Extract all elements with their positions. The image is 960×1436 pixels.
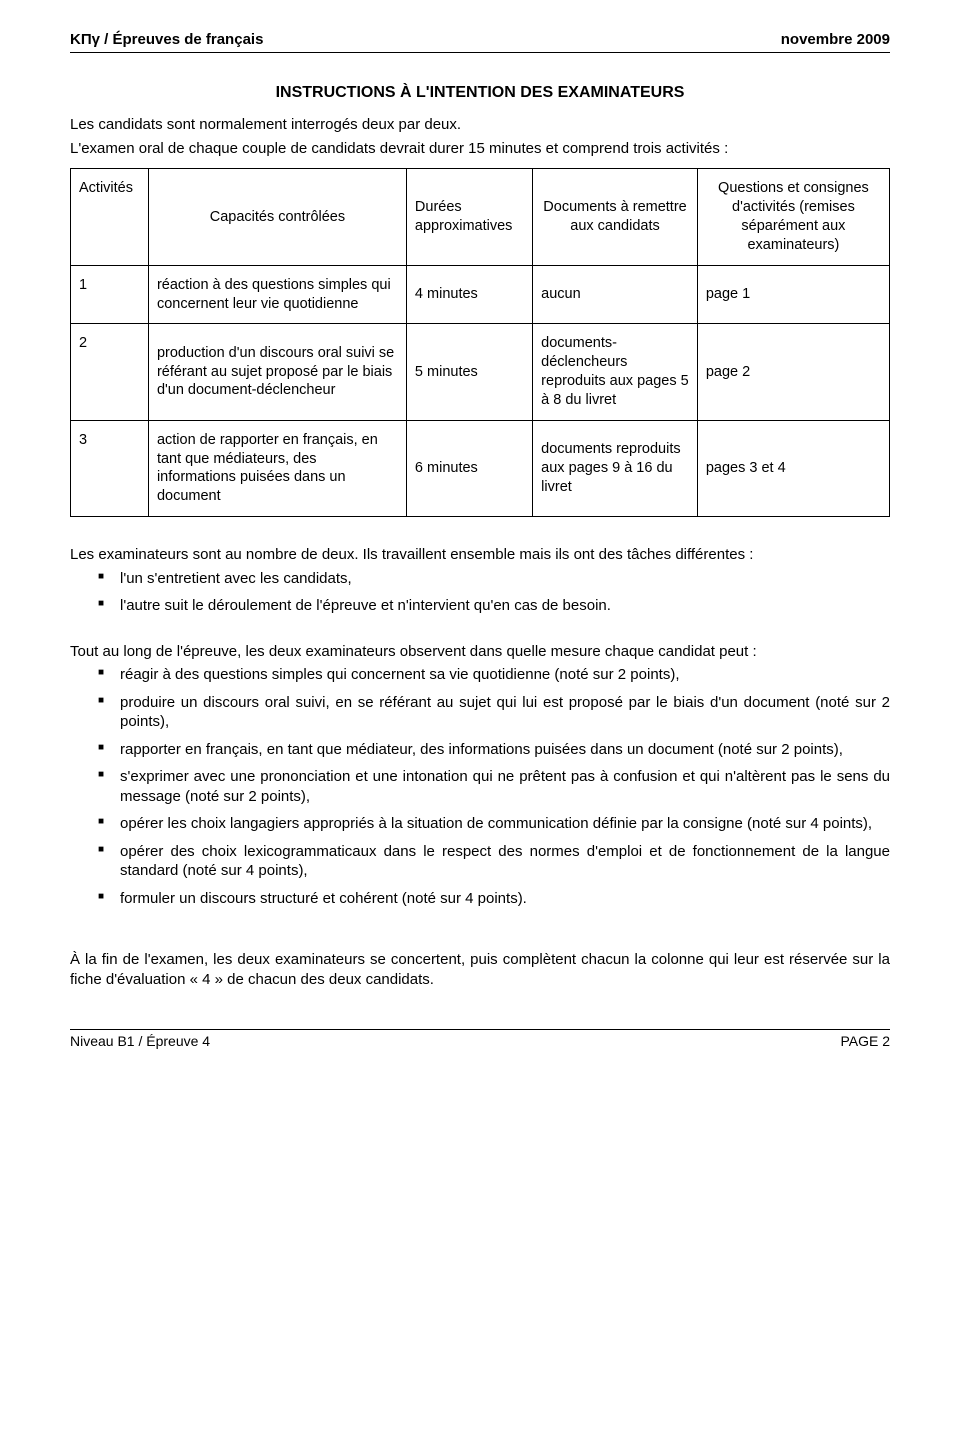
header-right: novembre 2009 xyxy=(781,30,890,50)
list-item: produire un discours oral suivi, en se r… xyxy=(98,693,890,732)
cell-q: page 1 xyxy=(697,265,889,324)
closing-paragraph: À la fin de l'examen, les deux examinate… xyxy=(70,950,890,989)
cell-cap: production d'un discours oral suivi se r… xyxy=(148,324,406,420)
cell-dur: 6 minutes xyxy=(406,420,532,516)
list-item: l'un s'entretient avec les candidats, xyxy=(98,569,890,589)
observe-intro: Tout au long de l'épreuve, les deux exam… xyxy=(70,642,890,662)
list-item: rapporter en français, en tant que média… xyxy=(98,740,890,760)
cell-doc: documents reproduits aux pages 9 à 16 du… xyxy=(533,420,698,516)
th-questions: Questions et consignes d'activités (remi… xyxy=(697,169,889,265)
list-item: opérer les choix langagiers appropriés à… xyxy=(98,814,890,834)
list-item: l'autre suit le déroulement de l'épreuve… xyxy=(98,596,890,616)
activities-table: Activités Capacités contrôlées Durées ap… xyxy=(70,168,890,517)
footer-left: Niveau B1 / Épreuve 4 xyxy=(70,1032,210,1050)
cell-num: 3 xyxy=(71,420,149,516)
th-capacites: Capacités contrôlées xyxy=(148,169,406,265)
cell-num: 2 xyxy=(71,324,149,420)
cell-dur: 4 minutes xyxy=(406,265,532,324)
list-item: réagir à des questions simples qui conce… xyxy=(98,665,890,685)
page-title: INSTRUCTIONS À L'INTENTION DES EXAMINATE… xyxy=(70,83,890,104)
page-footer: Niveau B1 / Épreuve 4 PAGE 2 xyxy=(70,1029,890,1050)
list-item: s'exprimer avec une prononciation et une… xyxy=(98,767,890,806)
table-row: 2 production d'un discours oral suivi se… xyxy=(71,324,890,420)
cell-dur: 5 minutes xyxy=(406,324,532,420)
cell-q: pages 3 et 4 xyxy=(697,420,889,516)
list-item: opérer des choix lexicogrammaticaux dans… xyxy=(98,842,890,881)
table-row: 1 réaction à des questions simples qui c… xyxy=(71,265,890,324)
footer-right: PAGE 2 xyxy=(840,1032,890,1050)
cell-num: 1 xyxy=(71,265,149,324)
cell-q: page 2 xyxy=(697,324,889,420)
th-activites: Activités xyxy=(71,169,149,265)
table-header-row: Activités Capacités contrôlées Durées ap… xyxy=(71,169,890,265)
observe-bullet-list: réagir à des questions simples qui conce… xyxy=(70,665,890,908)
table-row: 3 action de rapporter en français, en ta… xyxy=(71,420,890,516)
examiners-intro: Les examinateurs sont au nombre de deux.… xyxy=(70,545,890,565)
intro-line-2: L'examen oral de chaque couple de candid… xyxy=(70,139,890,159)
cell-cap: réaction à des questions simples qui con… xyxy=(148,265,406,324)
cell-doc: documents-déclencheurs reproduits aux pa… xyxy=(533,324,698,420)
page-header: ΚΠγ / Épreuves de français novembre 2009 xyxy=(70,30,890,53)
header-left: ΚΠγ / Épreuves de français xyxy=(70,30,263,50)
examiners-bullet-list: l'un s'entretient avec les candidats, l'… xyxy=(70,569,890,616)
list-item: formuler un discours structuré et cohére… xyxy=(98,889,890,909)
th-durees: Durées approximatives xyxy=(406,169,532,265)
intro-line-1: Les candidats sont normalement interrogé… xyxy=(70,115,890,135)
cell-doc: aucun xyxy=(533,265,698,324)
cell-cap: action de rapporter en français, en tant… xyxy=(148,420,406,516)
th-documents: Documents à remettre aux candidats xyxy=(533,169,698,265)
